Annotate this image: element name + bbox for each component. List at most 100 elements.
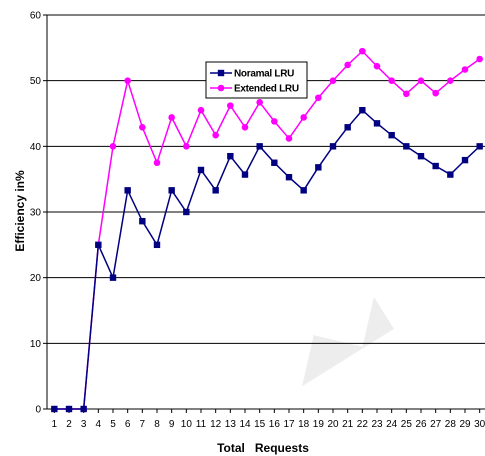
data-point xyxy=(417,77,425,84)
data-point xyxy=(227,102,234,109)
data-point xyxy=(432,89,439,97)
x-tick-label: 20 xyxy=(327,419,339,430)
x-tick-label: 9 xyxy=(169,419,175,430)
data-point xyxy=(183,208,190,216)
x-tick-label: 19 xyxy=(313,419,325,430)
x-tick-label: 2 xyxy=(66,419,72,430)
x-tick-label: 22 xyxy=(357,419,369,430)
legend-label: Extended LRU xyxy=(234,84,299,95)
y-tick-label: 10 xyxy=(30,339,42,350)
data-point xyxy=(417,152,425,160)
data-point xyxy=(197,166,205,174)
data-point xyxy=(153,241,161,249)
data-point xyxy=(285,173,293,181)
x-tick-label: 15 xyxy=(254,419,266,430)
data-point xyxy=(344,61,351,69)
legend-item: Noramal LRU xyxy=(210,69,294,80)
data-point xyxy=(168,187,175,194)
data-point xyxy=(183,143,190,150)
x-tick-label: 4 xyxy=(96,419,102,430)
data-point xyxy=(432,162,439,170)
x-axis-ticks: 1 2 3 4 5 6 7 8 9 10 11 12 13 14 15 16 17 18 19 20 21 22 23 24 2… xyxy=(52,409,485,430)
data-point xyxy=(212,187,219,194)
data-point xyxy=(476,143,483,150)
x-tick-label: 12 xyxy=(210,419,222,430)
data-point xyxy=(329,143,337,150)
legend-marker xyxy=(217,84,225,92)
x-axis-title: Total Requests xyxy=(217,441,309,455)
data-point xyxy=(388,77,395,84)
data-point xyxy=(109,274,117,281)
x-tick-label: 28 xyxy=(445,419,457,430)
data-point xyxy=(212,131,219,139)
series-line xyxy=(54,109,481,410)
x-tick-label: 14 xyxy=(239,419,251,430)
data-point xyxy=(80,405,87,413)
data-point xyxy=(271,159,278,166)
data-point xyxy=(124,77,131,84)
data-point xyxy=(65,405,73,413)
data-point xyxy=(95,241,102,249)
data-point xyxy=(315,94,322,102)
series-layer xyxy=(51,47,483,413)
data-point xyxy=(153,159,161,167)
data-point xyxy=(344,124,351,131)
data-point xyxy=(447,171,454,178)
y-tick-label: 30 xyxy=(30,208,42,219)
data-point xyxy=(197,106,205,114)
x-tick-label: 25 xyxy=(401,419,413,430)
x-tick-label: 16 xyxy=(269,419,281,430)
legend-marker xyxy=(217,69,225,77)
data-point xyxy=(403,90,410,98)
data-point xyxy=(51,405,58,413)
x-tick-label: 11 xyxy=(196,419,207,430)
data-point xyxy=(256,143,263,150)
x-tick-label: 3 xyxy=(81,419,87,430)
data-point xyxy=(447,77,454,84)
y-axis-title: Efficiency in% xyxy=(13,170,27,252)
data-point xyxy=(271,118,278,125)
x-tick-label: 5 xyxy=(110,419,116,430)
data-point xyxy=(256,99,263,106)
horizontal-gridlines xyxy=(47,80,485,344)
series-extended-lru xyxy=(51,47,483,413)
data-point xyxy=(241,123,249,131)
data-point xyxy=(227,152,234,160)
data-point xyxy=(359,107,366,114)
data-point xyxy=(300,187,307,194)
y-tick-label: 60 xyxy=(30,11,42,22)
y-tick-label: 40 xyxy=(30,142,42,153)
x-tick-label: 30 xyxy=(474,419,485,430)
x-tick-label: 26 xyxy=(415,419,427,430)
data-point xyxy=(403,143,410,150)
x-tick-label: 13 xyxy=(225,419,237,430)
x-tick-label: 18 xyxy=(298,419,310,430)
x-tick-label: 6 xyxy=(125,419,131,430)
x-tick-label: 10 xyxy=(181,419,193,430)
x-tick-label: 24 xyxy=(386,419,398,430)
legend-label: Noramal LRU xyxy=(234,69,294,80)
legend-box xyxy=(205,61,308,99)
data-point xyxy=(285,135,293,142)
x-tick-label: 17 xyxy=(283,419,295,430)
data-point xyxy=(300,114,307,121)
y-tick-label: 50 xyxy=(30,76,42,87)
data-point xyxy=(373,62,381,70)
x-tick-label: 29 xyxy=(459,419,471,430)
y-tick-label: 0 xyxy=(35,405,41,416)
watermark: ◢◣◢ xyxy=(276,288,396,390)
data-point xyxy=(168,114,175,121)
data-point xyxy=(241,171,249,178)
data-point xyxy=(139,123,146,131)
data-point xyxy=(461,66,469,73)
data-point xyxy=(139,217,146,225)
data-point xyxy=(109,143,117,150)
data-point xyxy=(388,131,395,139)
data-point xyxy=(461,156,469,164)
x-tick-label: 23 xyxy=(371,419,383,430)
series-noramal-lru xyxy=(51,107,483,413)
y-tick-label: 20 xyxy=(30,273,42,284)
x-tick-label: 8 xyxy=(154,419,160,430)
svg-text:◢◣◢: ◢◣◢ xyxy=(276,288,396,390)
